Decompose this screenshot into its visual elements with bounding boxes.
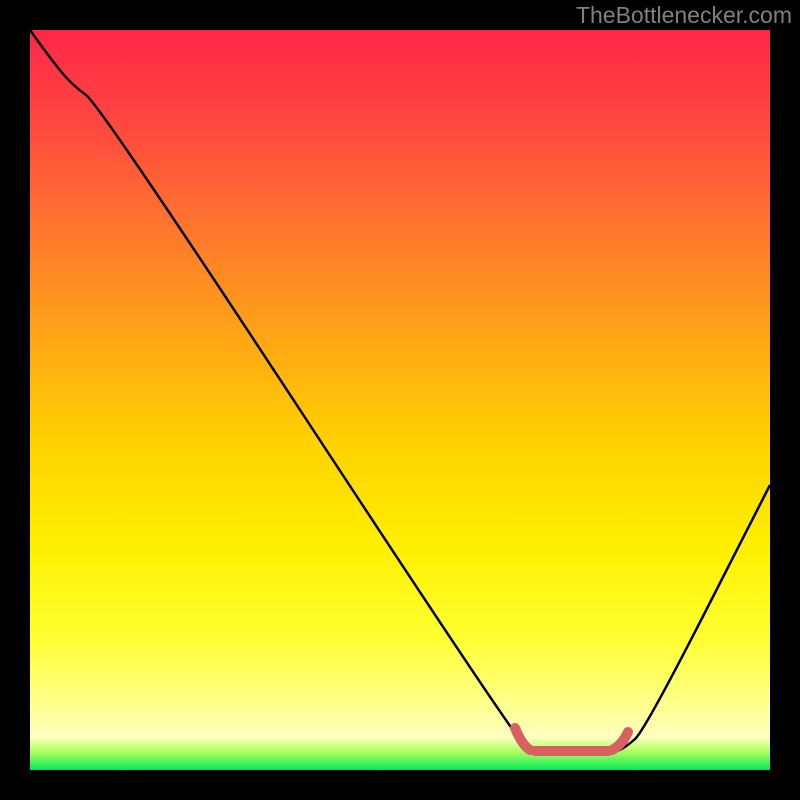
gradient-background (30, 30, 770, 770)
watermark-text: TheBottlenecker.com (576, 2, 792, 29)
bottleneck-chart (30, 30, 770, 770)
chart-svg (30, 30, 770, 770)
